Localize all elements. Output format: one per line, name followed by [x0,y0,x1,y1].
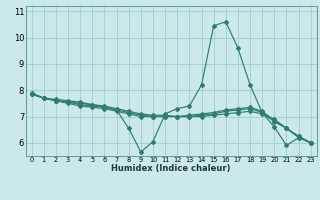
X-axis label: Humidex (Indice chaleur): Humidex (Indice chaleur) [111,164,231,173]
